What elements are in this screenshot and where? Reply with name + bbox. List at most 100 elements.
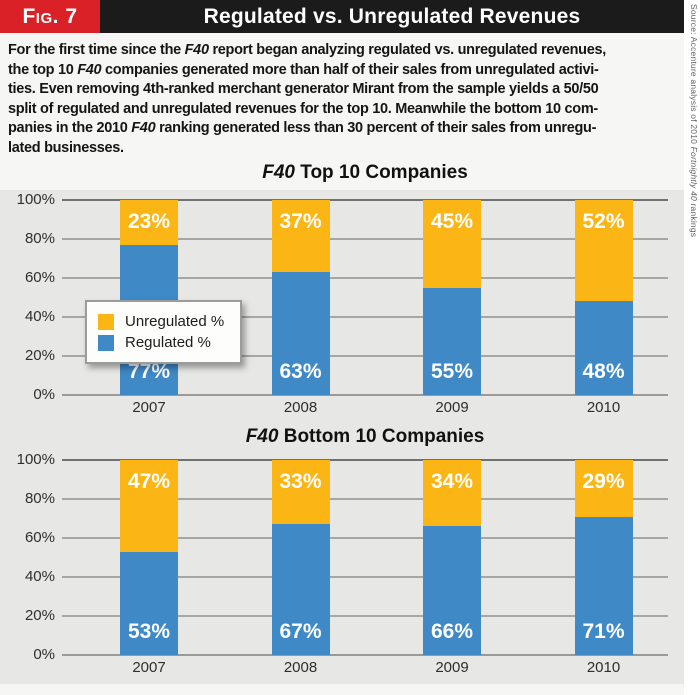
- bar-segment-regulated: [120, 552, 178, 655]
- text-segment: the top 10: [8, 61, 78, 78]
- right-gutter: [684, 0, 700, 695]
- bar-value-label-unregulated: 52%: [582, 210, 625, 233]
- bar-value-label-regulated: 66%: [430, 620, 474, 643]
- figure-header: Fig. 7 Regulated vs. Unregulated Revenue…: [0, 0, 684, 33]
- text-segment: panies in the 2010: [8, 120, 132, 136]
- legend-label-unregulated: Unregulated %: [125, 313, 225, 330]
- bar-segment-unregulated: [423, 460, 481, 526]
- gridline: [62, 199, 668, 201]
- bar-segment-regulated: [423, 288, 481, 395]
- y-axis-tick-label: 100%: [16, 191, 55, 208]
- x-axis-label: 2010: [586, 399, 621, 416]
- bar-value-label-unregulated: 47%: [127, 470, 171, 493]
- bar-value-label-unregulated: 29%: [582, 470, 625, 493]
- bar-value-label-regulated: 71%: [582, 620, 625, 643]
- bar-value-label-regulated: 48%: [582, 360, 625, 383]
- chart-panel-background: [0, 190, 684, 684]
- gridline: [62, 576, 668, 578]
- y-axis-tick-label: 0%: [33, 386, 55, 403]
- text-segment: ties. Even removing 4th-ranked merchant …: [8, 81, 599, 97]
- intro-line: panies in the 2010 F40 ranking generated…: [8, 119, 680, 139]
- gridline: [62, 394, 668, 396]
- intro-paragraph: For the first time since the F40 report …: [8, 41, 680, 158]
- chart-title: F40 Bottom 10 Companies: [62, 426, 668, 448]
- gridline: [62, 316, 668, 318]
- gridline: [62, 277, 668, 279]
- text-segment: split of regulated and unregulated reven…: [8, 100, 598, 117]
- bar-segment-regulated: [271, 524, 330, 655]
- bar-value-label-regulated: 63%: [279, 360, 322, 383]
- text-segment: report began analyzing regulated vs. unr…: [208, 42, 606, 58]
- bar-segment-unregulated: [423, 200, 481, 288]
- bar-segment-regulated: [271, 272, 330, 395]
- y-axis-tick-label: 80%: [24, 490, 55, 507]
- bar-value-label-regulated: 77%: [127, 360, 171, 383]
- chart-legend: Unregulated % Regulated %: [85, 300, 243, 364]
- intro-line: split of regulated and unregulated reven…: [8, 100, 680, 120]
- bar-segment-regulated: [574, 517, 633, 655]
- italic-text-segment: Fortnightly 40: [689, 146, 699, 201]
- gridline: [62, 537, 668, 539]
- x-axis-label: 2008: [283, 399, 318, 416]
- text-segment: Top 10 Companies: [294, 162, 468, 183]
- y-axis-tick-label: 60%: [24, 529, 55, 546]
- y-axis-tick-label: 20%: [24, 347, 55, 364]
- bar-value-label-regulated: 55%: [430, 360, 474, 383]
- regulated-color-swatch: [98, 334, 114, 351]
- intro-line: the top 10 F40 companies generated more …: [8, 61, 680, 81]
- bar-value-label-unregulated: 33%: [279, 470, 322, 493]
- legend-label-regulated: Regulated %: [125, 334, 211, 351]
- y-axis-tick-label: 60%: [24, 269, 55, 286]
- italic-text-segment: F40: [131, 120, 156, 136]
- text-segment: Bottom 10 Companies: [278, 426, 485, 447]
- bar-value-label-unregulated: 45%: [430, 210, 474, 233]
- gridline: [62, 615, 668, 617]
- bar-segment-unregulated: [271, 200, 330, 272]
- gridline: [62, 355, 668, 357]
- italic-text-segment: F40: [245, 426, 279, 447]
- bar-value-label-unregulated: 37%: [279, 210, 322, 233]
- bar-segment-regulated: [423, 526, 481, 655]
- x-axis-label: 2007: [132, 659, 166, 676]
- x-axis-label: 2007: [132, 399, 166, 416]
- text-segment: rankings: [689, 200, 699, 238]
- y-axis-tick-label: 80%: [24, 230, 55, 247]
- y-axis-tick-label: 40%: [24, 568, 55, 585]
- y-axis-tick-label: 0%: [33, 646, 55, 663]
- legend-item-unregulated: Unregulated %: [98, 313, 224, 330]
- bar-value-label-regulated: 53%: [127, 620, 171, 643]
- bar-segment-unregulated: [271, 460, 330, 524]
- text-segment: companies generated more than half of th…: [101, 61, 599, 78]
- gridline: [62, 238, 668, 240]
- x-axis-label: 2009: [435, 659, 469, 676]
- x-axis-label: 2008: [283, 659, 318, 676]
- intro-line: For the first time since the F40 report …: [8, 41, 680, 61]
- intro-line: lated businesses.: [8, 139, 680, 159]
- bar-value-label-regulated: 67%: [279, 620, 322, 643]
- text-segment: lated businesses.: [8, 139, 124, 156]
- bar-segment-unregulated: [574, 200, 633, 301]
- y-axis-tick-label: 20%: [24, 607, 55, 624]
- bar-segment-unregulated: [120, 460, 178, 552]
- gridline: [62, 498, 668, 500]
- figure-title: Regulated vs. Unregulated Revenues: [100, 0, 684, 33]
- source-note: Source: Accenture analysis of 2010 Fortn…: [689, 4, 699, 692]
- x-axis-label: 2009: [435, 399, 469, 416]
- bar-value-label-unregulated: 23%: [127, 210, 171, 233]
- x-axis-label: 2010: [586, 659, 621, 676]
- bar-segment-unregulated: [574, 460, 633, 517]
- chart-title: F40 Top 10 Companies: [62, 162, 668, 184]
- bar-value-label-unregulated: 34%: [430, 470, 474, 493]
- text-segment: Source: Accenture analysis of 2010: [689, 4, 699, 147]
- y-axis-tick-label: 100%: [16, 451, 55, 468]
- intro-line: ties. Even removing 4th-ranked merchant …: [8, 80, 680, 100]
- text-segment: ranking generated less than 30 percent o…: [155, 120, 597, 136]
- legend-item-regulated: Regulated %: [98, 334, 224, 351]
- text-segment: For the first time since the: [8, 42, 185, 58]
- unregulated-color-swatch: [98, 313, 114, 330]
- bar-segment-unregulated: [120, 200, 178, 245]
- bar-segment-regulated: [574, 301, 633, 395]
- italic-text-segment: F40: [184, 42, 209, 58]
- gridline: [62, 654, 668, 656]
